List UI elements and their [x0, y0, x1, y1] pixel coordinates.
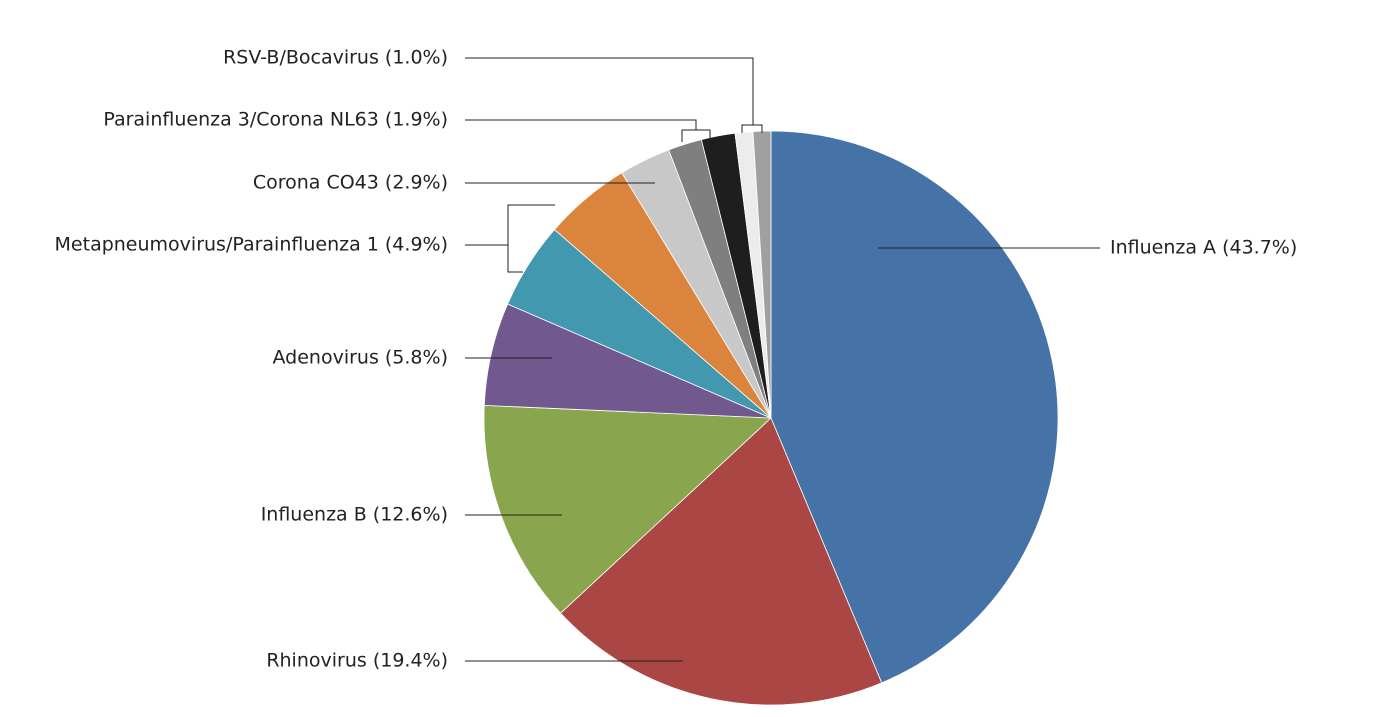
slice-label: Corona CO43 (2.9%) [253, 172, 448, 194]
slice-label: Adenovirus (5.8%) [273, 347, 449, 369]
slice-label: Influenza B (12.6%) [261, 504, 448, 526]
pie-slice [483, 404, 772, 614]
pie-slice [559, 417, 883, 706]
leader-line [465, 204, 555, 273]
slice-label: Influenza A (43.7%) [1110, 237, 1297, 259]
slice-label: RSV-B/Bocavirus (1.0%) [223, 47, 448, 69]
slice-label: Rhinovirus (19.4%) [266, 650, 448, 672]
leader-line [465, 119, 711, 142]
pie-slice [770, 130, 1059, 684]
slice-label: Metapneumovirus/Parainfluenza 1 (4.9%) [55, 234, 448, 256]
leader-line [465, 57, 763, 133]
slice-label: Parainfluenza 3/Corona NL63 (1.9%) [103, 109, 448, 131]
